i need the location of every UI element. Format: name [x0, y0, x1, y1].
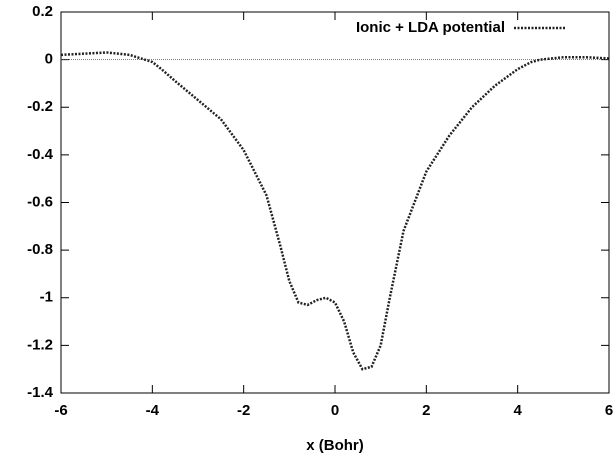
- y-tick-label: 0: [45, 51, 53, 68]
- y-tick-label: -0.2: [27, 98, 53, 115]
- x-tick-label: -4: [146, 402, 160, 419]
- y-tick-label: -0.8: [27, 241, 53, 258]
- x-tick-label: -6: [54, 402, 67, 419]
- x-tick-label: 6: [605, 402, 613, 419]
- x-tick-label: 2: [422, 402, 430, 419]
- data-line: [60, 51, 610, 371]
- y-tick-label: -0.6: [27, 193, 53, 210]
- y-tick-label: -1.2: [27, 336, 53, 353]
- x-tick-label: -2: [237, 402, 250, 419]
- plot-frame: [60, 11, 610, 394]
- y-tick-label: -1: [40, 289, 53, 306]
- x-tick-label: 0: [331, 402, 339, 419]
- x-axis-label: x (Bohr): [306, 437, 364, 454]
- x-tick-label: 4: [513, 402, 522, 419]
- legend-label: Ionic + LDA potential: [356, 19, 505, 36]
- y-tick-label: -0.4: [27, 146, 54, 163]
- y-tick-label: 0.2: [32, 3, 53, 20]
- y-tick-label: -1.4: [27, 384, 54, 401]
